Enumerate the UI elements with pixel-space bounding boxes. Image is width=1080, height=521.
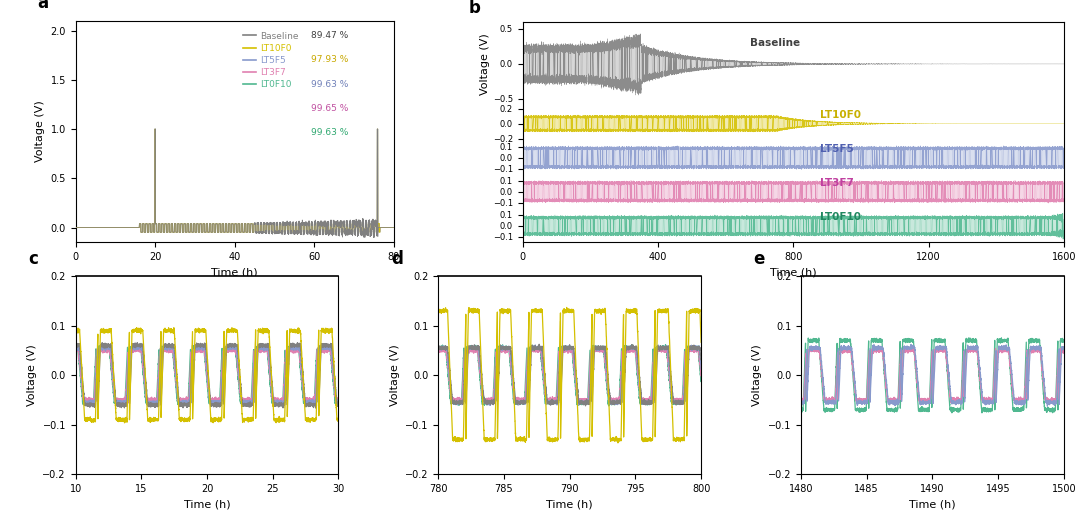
Text: c: c xyxy=(28,250,38,268)
Text: 99.63 %: 99.63 % xyxy=(311,128,349,137)
Text: 99.65 %: 99.65 % xyxy=(311,104,349,113)
Text: 89.47 %: 89.47 % xyxy=(311,31,349,40)
Text: LT10F0: LT10F0 xyxy=(821,110,862,120)
Text: a: a xyxy=(38,0,49,12)
Y-axis label: Voltage (V): Voltage (V) xyxy=(35,101,45,163)
X-axis label: Time (h): Time (h) xyxy=(184,500,230,510)
Text: d: d xyxy=(391,250,403,268)
Text: 97.93 %: 97.93 % xyxy=(311,55,349,64)
X-axis label: Time (h): Time (h) xyxy=(770,268,816,278)
Y-axis label: Voltage (V): Voltage (V) xyxy=(27,344,37,406)
Text: LT3F7: LT3F7 xyxy=(821,178,854,189)
Legend: Baseline, LT10F0, LT5F5, LT3F7, LT0F10: Baseline, LT10F0, LT5F5, LT3F7, LT0F10 xyxy=(241,30,300,91)
Text: e: e xyxy=(754,250,765,268)
Text: 99.63 %: 99.63 % xyxy=(311,80,349,89)
X-axis label: Time (h): Time (h) xyxy=(212,268,258,278)
Y-axis label: Voltage (V): Voltage (V) xyxy=(481,33,490,95)
X-axis label: Time (h): Time (h) xyxy=(546,500,593,510)
Text: LT0F10: LT0F10 xyxy=(821,213,862,222)
Text: LT5F5: LT5F5 xyxy=(821,144,854,154)
Text: b: b xyxy=(469,0,481,17)
Y-axis label: Voltage (V): Voltage (V) xyxy=(390,344,400,406)
Text: Baseline: Baseline xyxy=(750,38,800,48)
X-axis label: Time (h): Time (h) xyxy=(909,500,956,510)
Y-axis label: Voltage (V): Voltage (V) xyxy=(752,344,762,406)
